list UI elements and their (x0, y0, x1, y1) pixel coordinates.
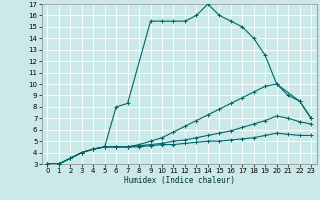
X-axis label: Humidex (Indice chaleur): Humidex (Indice chaleur) (124, 176, 235, 185)
